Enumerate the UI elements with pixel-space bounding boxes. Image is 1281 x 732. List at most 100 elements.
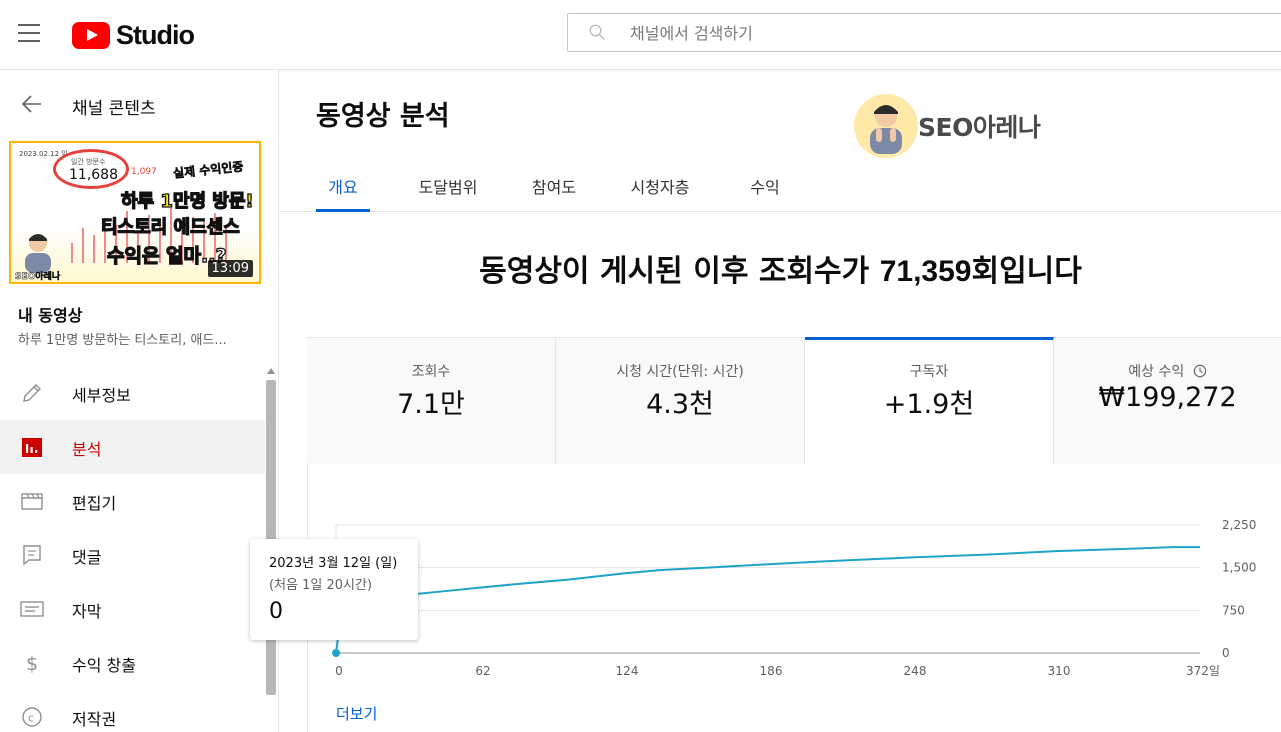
metric-card-watch-time[interactable]: 시청 시간(단위: 시간) 4.3천 — [556, 338, 805, 464]
x-tick-label: 186 — [760, 664, 783, 678]
thumbnail-bar — [203, 221, 205, 263]
thumbnail-bar — [115, 225, 117, 263]
metric-card-estimated-revenue[interactable]: 예상 수익 ₩199,272 — [1054, 338, 1281, 464]
sidebar-item-analytics[interactable]: 분석 — [0, 420, 265, 474]
sidebar-item-comments[interactable]: 댓글 — [0, 528, 265, 582]
subscribers-chart: 0 750 1,500 2,250 0 62 124 186 248 310 372일 더보기 — [307, 463, 1281, 732]
video-thumbnail[interactable]: 2023.02.12 일 일간 방문수 11,688 1,097 실제 수익인증… — [9, 141, 261, 284]
series-line — [335, 546, 1200, 654]
studio-logo[interactable]: Studio — [72, 20, 195, 51]
thumbnail-bar — [192, 217, 194, 263]
back-label: 채널 콘텐츠 — [72, 99, 156, 119]
sidebar-item-details[interactable]: 세부정보 — [0, 366, 265, 420]
logo-text: Studio — [116, 20, 195, 50]
sidebar-item-label: 댓글 — [72, 548, 102, 567]
sidebar-item-label: 분석 — [72, 440, 102, 459]
dollar-icon: $ — [26, 653, 38, 675]
sidebar-item-label: 자막 — [72, 602, 102, 621]
tab-reach[interactable]: 도달범위 — [418, 178, 478, 197]
metric-value: 4.3천 — [646, 389, 714, 420]
thumbnail-bar — [225, 227, 227, 263]
tab-audience[interactable]: 시청자층 — [630, 178, 690, 197]
brand-name: SEO아레나 — [918, 113, 1041, 142]
thumbnail-bar — [93, 235, 95, 263]
menu-icon[interactable] — [18, 24, 44, 44]
metric-card-subscribers[interactable]: 구독자 +1.9천 — [805, 337, 1054, 464]
scroll-up-arrow-icon[interactable] — [267, 368, 275, 374]
thumbnail-background — [11, 143, 259, 282]
thumbnail-bar — [181, 230, 183, 263]
sidebar-item-label: 저작권 — [72, 710, 117, 729]
creator-avatar-icon — [854, 94, 918, 158]
video-duration: 13:09 — [207, 260, 253, 277]
x-tick-label: 124 — [616, 664, 639, 678]
y-tick-label: 750 — [1222, 603, 1245, 617]
y-tick-label: 2,250 — [1222, 518, 1256, 532]
thumbnail-red-number: 1,097 — [131, 167, 157, 177]
metric-cards: 조회수 7.1만 시청 시간(단위: 시간) 4.3천 구독자 +1.9천 예상… — [307, 337, 1281, 464]
thumbnail-bar — [137, 233, 139, 263]
subtitles-icon — [20, 601, 44, 617]
search-input[interactable] — [630, 20, 1230, 46]
sidebar-item-editor[interactable]: 편집기 — [0, 474, 265, 528]
metric-label: 구독자 — [909, 364, 949, 380]
sidebar-item-label: 세부정보 — [72, 386, 131, 405]
video-title: 하루 1만명 방문하는 티스토리, 애드... — [18, 333, 227, 348]
tooltip-subtitle: (처음 1일 20시간) — [269, 578, 373, 593]
comment-icon — [23, 545, 41, 566]
sidebar-nav: 세부정보 분석 편집기 — [0, 366, 265, 732]
tab-engagement[interactable]: 참여도 — [531, 178, 577, 197]
chart-tooltip: 2023년 3월 12일 (일) (처음 1일 20시간) 0 — [250, 539, 418, 640]
my-video-label: 내 동영상 — [18, 306, 83, 325]
metric-value: 7.1만 — [397, 389, 465, 420]
headline-suffix: 회입니다 — [971, 254, 1082, 289]
metric-label: 시청 시간(단위: 시간) — [616, 364, 744, 380]
thumbnail-date: 2023.02.12 일 — [19, 150, 68, 158]
analytics-tabs: 개요 도달범위 참여도 시청자층 수익 — [280, 162, 1281, 212]
sidebar-item-label: 수익 창출 — [72, 656, 136, 675]
sidebar-item-monetization[interactable]: $ 수익 창출 — [0, 636, 265, 690]
thumbnail-bars — [71, 203, 241, 263]
sidebar-scrollbar[interactable] — [266, 380, 276, 695]
tooltip-value: 0 — [269, 599, 283, 624]
thumbnail-bar — [126, 211, 128, 263]
pencil-icon — [23, 384, 41, 402]
page-title: 동영상 분석 — [316, 101, 450, 132]
x-tick-label: 248 — [904, 664, 927, 678]
headline-number: 71,359 — [879, 255, 972, 288]
tab-revenue[interactable]: 수익 — [750, 178, 780, 197]
sidebar-item-label: 편집기 — [72, 494, 117, 513]
search-icon — [589, 24, 605, 40]
back-to-channel-content[interactable]: 채널 콘텐츠 — [0, 86, 279, 122]
tab-overview[interactable]: 개요 — [316, 174, 370, 212]
clapper-icon — [21, 493, 43, 510]
y-tick-label: 1,500 — [1222, 561, 1256, 575]
thumbnail-line3: 수익은 얼마..? — [106, 244, 227, 267]
top-bar: Studio — [0, 0, 1281, 70]
main-content: 동영상 분석 SEO아레나 개요 도달범위 참여도 시청자층 수익 동영상이 게… — [280, 70, 1281, 732]
thumbnail-line2: 티스토리 애드센스 — [100, 216, 240, 238]
sidebar-item-subtitles[interactable]: 자막 — [0, 582, 265, 636]
metric-label: 조회수 — [411, 364, 451, 380]
arrow-left-icon — [21, 95, 41, 113]
thumbnail-bar — [170, 208, 172, 263]
analytics-icon — [22, 438, 42, 457]
see-more-link[interactable]: 더보기 — [336, 705, 378, 723]
thumbnail-bar — [104, 218, 106, 263]
thumbnail-brand: SEO아레나 — [15, 272, 61, 282]
thumbnail-circle-label: 일간 방문수 — [71, 158, 106, 166]
metric-card-views[interactable]: 조회수 7.1만 — [307, 338, 556, 464]
thumbnail-line1: 하루 1만명 방문! — [120, 190, 254, 212]
views-headline: 동영상이 게시된 이후 조회수가 71,359회입니다 — [280, 246, 1281, 290]
clock-icon[interactable] — [1193, 364, 1207, 378]
sidebar-item-copyright[interactable]: c 저작권 — [0, 690, 265, 732]
metric-label: 예상 수익 — [1128, 364, 1185, 380]
search-box[interactable] — [567, 13, 1281, 52]
metric-label-row: 예상 수익 — [1054, 361, 1281, 381]
headline-prefix: 동영상이 게시된 이후 조회수가 — [479, 254, 880, 289]
brand-watermark: SEO아레나 — [854, 94, 1064, 158]
thumbnail-bar — [82, 228, 84, 263]
x-tick-label: 372일 — [1186, 664, 1220, 678]
data-point — [332, 649, 340, 657]
thumbnail-circle: 일간 방문수 11,688 — [53, 149, 129, 189]
